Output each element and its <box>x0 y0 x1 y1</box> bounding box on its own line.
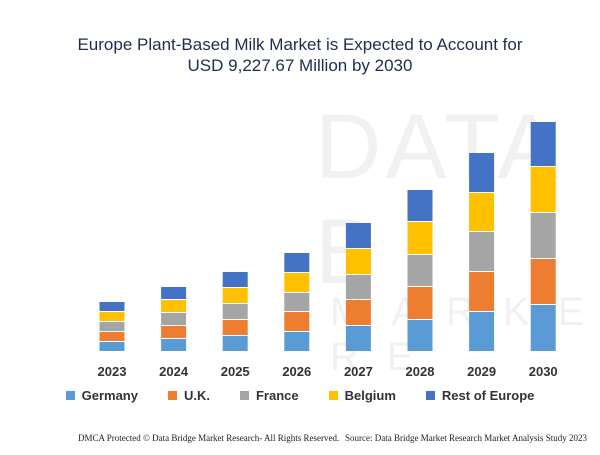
bar-segment-2024-rest-of-europe <box>161 287 187 299</box>
bar-segment-2025-germany <box>222 336 248 351</box>
bar-segment-2026-france <box>284 293 310 311</box>
legend-swatch-france <box>239 391 249 400</box>
bar-segment-2026-germany <box>284 332 310 351</box>
bar-segment-2026-belgium <box>284 273 310 292</box>
legend-swatch-belgium <box>328 391 338 400</box>
footer-copyright: DMCA Protected © Data Bridge Market Rese… <box>78 433 340 443</box>
bar-segment-2028-france <box>407 255 433 286</box>
bar-segment-2029-belgium <box>469 193 495 231</box>
bar-segment-2028-rest-of-europe <box>407 190 433 221</box>
x-tick-label-2023: 2023 <box>98 364 127 379</box>
chart-legend: Germany U.K. France Belgium Rest of Europe <box>0 388 600 403</box>
bar-segment-2030-france <box>530 213 556 258</box>
legend-swatch-rest-of-europe <box>425 391 435 400</box>
chart-title-line-1: Europe Plant-Based Milk Market is Expect… <box>77 35 523 54</box>
bar-segment-2029-france <box>469 232 495 271</box>
bar-segment-2025-france <box>222 304 248 319</box>
bar-segment-2028-belgium <box>407 222 433 254</box>
x-tick-label-2027: 2027 <box>344 364 373 379</box>
bars-layer <box>99 122 556 351</box>
legend-swatch-u-k <box>167 391 177 400</box>
bar-segment-2027-u-k- <box>345 300 371 325</box>
bar-segment-2025-rest-of-europe <box>222 272 248 287</box>
bar-segment-2024-france <box>161 313 187 325</box>
bar-segment-2029-germany <box>469 312 495 351</box>
footer-source: Source: Data Bridge Market Research Mark… <box>345 433 587 443</box>
bar-segment-2027-belgium <box>345 249 371 274</box>
stacked-bar-chart: 2023 2024 2025 2026 2027 2028 2029 2030 <box>98 122 558 379</box>
legend-label-rest-of-europe: Rest of Europe <box>441 388 535 403</box>
legend-label-u-k: U.K. <box>183 388 210 403</box>
bar-segment-2030-u-k- <box>530 259 556 304</box>
bar-segment-2027-rest-of-europe <box>345 223 371 248</box>
x-tick-label-2024: 2024 <box>159 364 189 379</box>
legend-label-france: France <box>255 388 299 403</box>
bar-segment-2023-germany <box>99 342 125 351</box>
bar-segment-2030-belgium <box>530 167 556 212</box>
bar-segment-2024-belgium <box>161 300 187 312</box>
legend-item-u-k: U.K. <box>167 388 210 403</box>
bar-segment-2026-u-k- <box>284 312 310 331</box>
bar-segment-2029-u-k- <box>469 272 495 311</box>
bar-segment-2025-belgium <box>222 288 248 303</box>
bar-segment-2023-france <box>99 322 125 331</box>
legend-item-germany: Germany <box>65 388 138 403</box>
bar-segment-2024-u-k- <box>161 326 187 338</box>
bar-segment-2027-france <box>345 275 371 299</box>
bar-segment-2024-germany <box>161 339 187 351</box>
bar-segment-2025-u-k- <box>222 320 248 335</box>
x-tick-label-2026: 2026 <box>282 364 311 379</box>
bar-segment-2028-u-k- <box>407 287 433 319</box>
x-tick-labels: 2023 2024 2025 2026 2027 2028 2029 2030 <box>98 364 558 379</box>
bar-segment-2028-germany <box>407 320 433 351</box>
legend-item-france: France <box>239 388 299 403</box>
bar-segment-2030-rest-of-europe <box>530 122 556 166</box>
bar-segment-2023-u-k- <box>99 332 125 341</box>
legend-label-germany: Germany <box>81 388 138 403</box>
legend-item-rest-of-europe: Rest of Europe <box>425 388 535 403</box>
x-tick-label-2028: 2028 <box>406 364 435 379</box>
chart-title-line-2: USD 9,227.67 Million by 2030 <box>187 56 413 75</box>
legend-item-belgium: Belgium <box>328 388 396 403</box>
bar-segment-2027-germany <box>345 326 371 351</box>
bar-segment-2030-germany <box>530 305 556 351</box>
bar-segment-2026-rest-of-europe <box>284 253 310 272</box>
bar-segment-2023-rest-of-europe <box>99 302 125 311</box>
bar-segment-2023-belgium <box>99 312 125 321</box>
x-tick-label-2025: 2025 <box>221 364 250 379</box>
x-tick-label-2030: 2030 <box>529 364 558 379</box>
chart-title: Europe Plant-Based Milk Market is Expect… <box>40 34 560 76</box>
bar-segment-2029-rest-of-europe <box>469 153 495 192</box>
x-tick-label-2029: 2029 <box>467 364 496 379</box>
legend-label-belgium: Belgium <box>344 388 396 403</box>
legend-swatch-germany <box>65 391 75 400</box>
